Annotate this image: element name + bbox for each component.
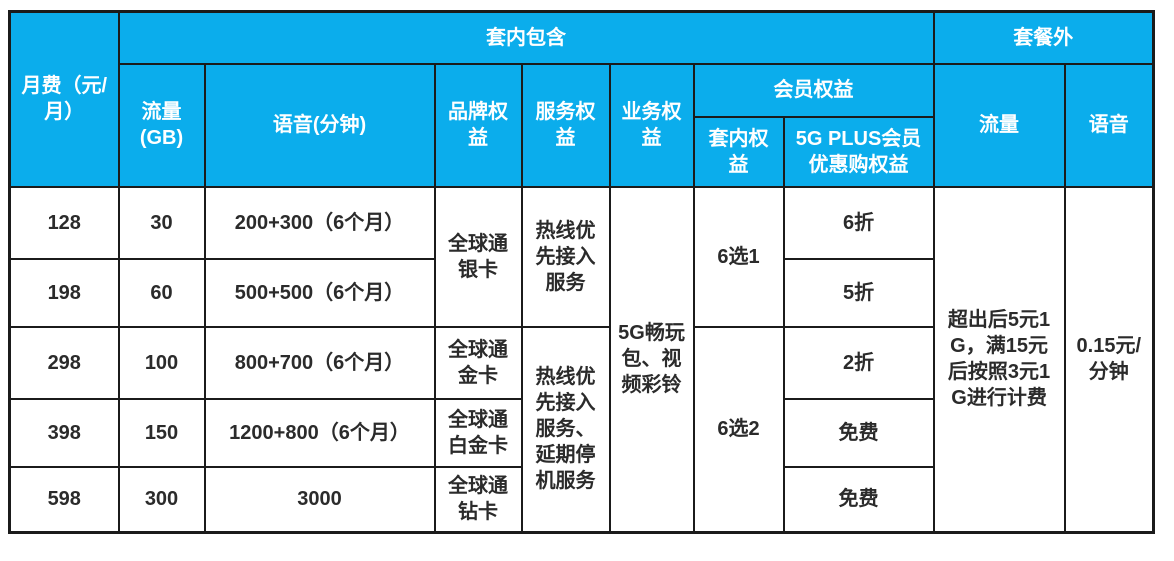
header-data-gb: 流量 (GB) bbox=[117, 62, 206, 188]
cell-fee: 398 bbox=[8, 397, 120, 468]
cell-service-hotline-suspend: 热线优先接入服务、延期停机服务 bbox=[520, 325, 611, 534]
cell-fee: 128 bbox=[8, 185, 120, 260]
header-monthly-fee: 月费（元/月） bbox=[8, 10, 120, 188]
cell-member-discount: 2折 bbox=[782, 325, 935, 400]
header-service-benefit: 服务权益 bbox=[520, 62, 611, 188]
header-business-benefit: 业务权益 bbox=[608, 62, 695, 188]
cell-voice: 3000 bbox=[203, 465, 436, 534]
cell-brand-gold: 全球通金卡 bbox=[433, 325, 523, 400]
cell-brand-platinum: 全球通白金卡 bbox=[433, 397, 523, 468]
header-brand-benefit: 品牌权益 bbox=[433, 62, 523, 188]
cell-data-gb: 60 bbox=[117, 257, 206, 328]
header-group-in-package: 套内包含 bbox=[117, 10, 935, 65]
header-group-out-of-package: 套餐外 bbox=[932, 10, 1155, 65]
cell-member-discount: 6折 bbox=[782, 185, 935, 260]
plan-row-198: 198 60 500+500（6个月） 5折 bbox=[8, 257, 1154, 328]
cell-service-hotline: 热线优先接入服务 bbox=[520, 185, 611, 328]
header-5g-plus-line1: 5G PLUS会员 bbox=[795, 127, 922, 150]
cell-voice: 1200+800（6个月） bbox=[203, 397, 436, 468]
cell-voice: 500+500（6个月） bbox=[203, 257, 436, 328]
cell-extra-voice-rate: 0.15元/分钟 bbox=[1063, 185, 1155, 534]
cell-brand-silver: 全球通银卡 bbox=[433, 185, 523, 328]
cell-voice: 200+300（6个月） bbox=[203, 185, 436, 260]
header-voice-minutes: 语音(分钟) bbox=[203, 62, 436, 188]
plan-row-598: 598 300 3000 全球通钻卡 免费 bbox=[8, 465, 1154, 534]
cell-voice: 800+700（6个月） bbox=[203, 325, 436, 400]
cell-member-discount: 5折 bbox=[782, 257, 935, 328]
header-5g-plus-line2: 优惠购权益 bbox=[808, 153, 909, 176]
header-data-label: 流量 bbox=[141, 101, 182, 123]
cell-business-5g-pack: 5G畅玩包、视频彩铃 bbox=[608, 185, 695, 534]
header-member-benefit: 会员权益 bbox=[692, 62, 935, 118]
header-data-unit: (GB) bbox=[139, 127, 184, 149]
cell-member-discount: 免费 bbox=[782, 397, 935, 468]
cell-extra-data-billing: 超出后5元1G，满15元后按照3元1G进行计费 bbox=[932, 185, 1066, 534]
cell-fee: 598 bbox=[8, 465, 120, 534]
tariff-table: 月费（元/月） 套内包含 套餐外 流量 (GB) 语音(分钟) 品牌权益 服务权… bbox=[8, 10, 1156, 534]
cell-data-gb: 30 bbox=[117, 185, 206, 260]
header-extra-data: 流量 bbox=[932, 62, 1066, 188]
plan-row-298: 298 100 800+700（6个月） 全球通金卡 热线优先接入服务、延期停机… bbox=[8, 325, 1154, 534]
cell-choose-6-pick-2: 6选2 bbox=[692, 325, 785, 534]
header-5g-plus-benefit: 5G PLUS会员 优惠购权益 bbox=[782, 115, 935, 188]
cell-brand-diamond: 全球通钻卡 bbox=[433, 465, 523, 534]
cell-fee: 198 bbox=[8, 257, 120, 328]
plan-row-398: 398 150 1200+800（6个月） 全球通白金卡 免费 bbox=[8, 397, 1154, 468]
cell-member-discount: 免费 bbox=[782, 465, 935, 534]
cell-data-gb: 300 bbox=[117, 465, 206, 534]
plan-row-128: 128 30 200+300（6个月） 全球通银卡 热线优先接入服务 5G畅玩包… bbox=[8, 185, 1155, 534]
cell-fee: 298 bbox=[8, 325, 120, 400]
cell-data-gb: 150 bbox=[117, 397, 206, 468]
cell-data-gb: 100 bbox=[117, 325, 206, 400]
cell-choose-6-pick-1: 6选1 bbox=[692, 185, 785, 328]
header-in-package-benefit: 套内权益 bbox=[692, 115, 785, 188]
header-extra-voice: 语音 bbox=[1063, 62, 1155, 188]
